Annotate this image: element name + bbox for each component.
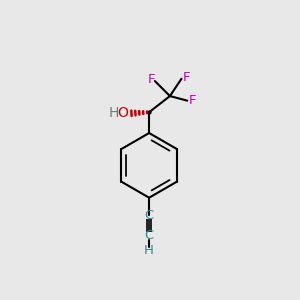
Text: H: H: [144, 244, 154, 257]
Text: O: O: [118, 106, 128, 120]
Text: C: C: [145, 208, 154, 221]
Text: F: F: [189, 94, 196, 107]
Text: F: F: [182, 71, 190, 84]
Text: H: H: [109, 106, 119, 120]
Text: F: F: [148, 73, 155, 86]
Text: C: C: [145, 229, 154, 242]
